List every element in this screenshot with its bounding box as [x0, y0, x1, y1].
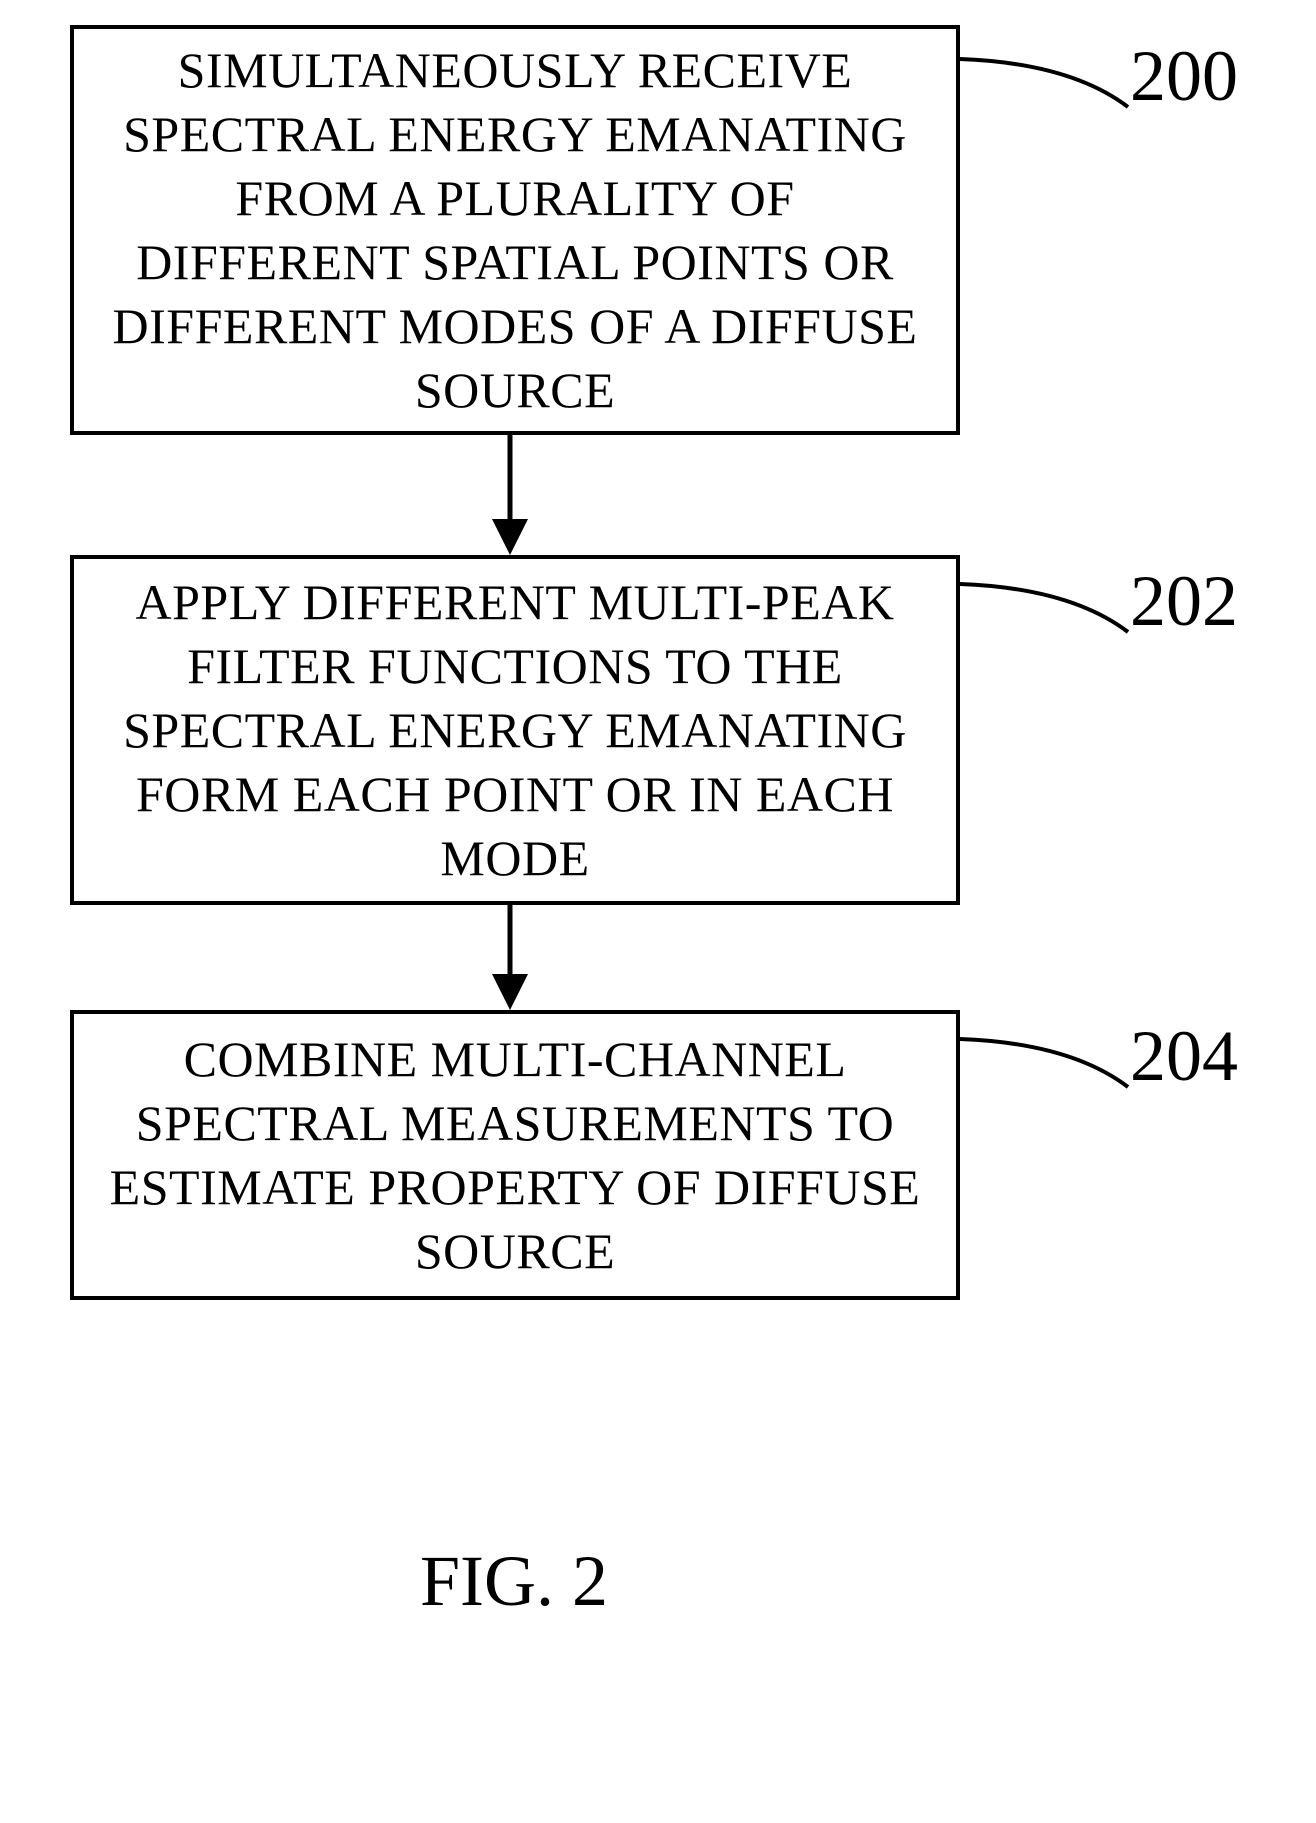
- leader-204: [960, 1035, 1130, 1095]
- leader-202: [960, 580, 1130, 640]
- flow-box-200: SIMULTANEOUSLY RECEIVE SPECTRAL ENERGY E…: [70, 25, 960, 435]
- arrow-202-to-204: [480, 905, 540, 1010]
- arrow-200-to-202: [480, 435, 540, 555]
- flow-box-204-text: COMBINE MULTI-CHANNEL SPECTRAL MEASUREME…: [104, 1027, 926, 1283]
- label-204: 204: [1130, 1015, 1238, 1098]
- figure-caption: FIG. 2: [420, 1540, 608, 1623]
- figure-canvas: SIMULTANEOUSLY RECEIVE SPECTRAL ENERGY E…: [0, 0, 1316, 1823]
- flow-box-204: COMBINE MULTI-CHANNEL SPECTRAL MEASUREME…: [70, 1010, 960, 1300]
- flow-box-202-text: APPLY DIFFERENT MULTI-PEAK FILTER FUNCTI…: [104, 570, 926, 890]
- flow-box-200-text: SIMULTANEOUSLY RECEIVE SPECTRAL ENERGY E…: [104, 38, 926, 422]
- flow-box-202: APPLY DIFFERENT MULTI-PEAK FILTER FUNCTI…: [70, 555, 960, 905]
- label-200: 200: [1130, 35, 1238, 118]
- leader-200: [960, 55, 1130, 115]
- label-202: 202: [1130, 560, 1238, 643]
